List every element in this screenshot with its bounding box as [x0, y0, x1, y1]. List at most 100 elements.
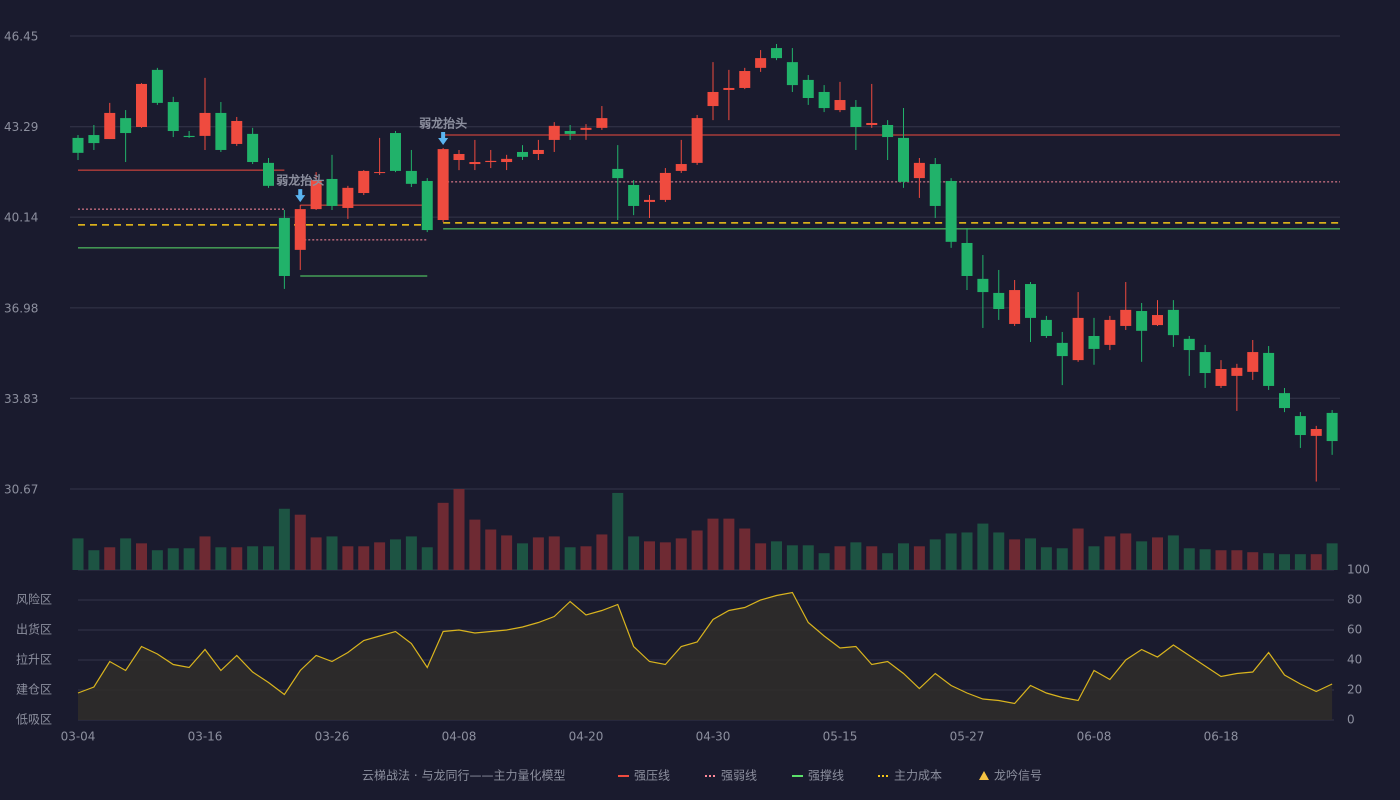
volume-bar [1025, 538, 1036, 570]
volume-bar [231, 547, 243, 570]
volume-bar [517, 543, 528, 570]
candle-body [183, 135, 195, 138]
candle-body [342, 187, 354, 208]
legend-title: 云梯战法 · 与龙同行——主力量化模型 [362, 769, 565, 783]
volume-bar [247, 546, 259, 570]
volume-bar [993, 532, 1005, 570]
x-tick-label: 04-30 [696, 730, 731, 744]
indicator-tick-label: 40 [1347, 653, 1362, 667]
candle-body [866, 122, 878, 125]
volume-bar [786, 545, 798, 570]
candle-body [961, 242, 973, 276]
candle-body [771, 48, 782, 59]
legend-label: 主力成本 [894, 769, 942, 783]
volume-bar [1120, 533, 1132, 570]
x-tick-label: 05-27 [950, 730, 985, 744]
legend-label: 强撑线 [808, 768, 844, 783]
legend-marker [979, 771, 989, 780]
indicator-area [78, 592, 1333, 720]
volume-bar [834, 546, 846, 570]
volume-bar [628, 536, 640, 570]
volume-bar [1104, 536, 1116, 570]
y-tick-label: 43.29 [4, 120, 38, 134]
candle-body [358, 170, 370, 194]
candle-body [1088, 335, 1100, 349]
volume-bar [1263, 553, 1275, 570]
candle-body [596, 118, 608, 128]
candle-body [580, 127, 592, 130]
candle-body [723, 87, 735, 90]
candle-body [1104, 319, 1116, 345]
candle-body [278, 218, 290, 276]
volume-bar [358, 546, 370, 570]
volume-bar [691, 530, 703, 570]
volume-bar [1167, 535, 1179, 570]
volume-bar [961, 532, 973, 570]
candle-body [929, 164, 941, 206]
candle-body [707, 91, 719, 107]
candle-body [945, 180, 957, 242]
candle-body [1056, 342, 1068, 357]
candle-body [913, 162, 925, 179]
candle-body [612, 168, 624, 179]
volume-bar [1294, 554, 1306, 570]
zone-label: 建仓区 [16, 683, 52, 697]
volume-bar [548, 536, 560, 570]
volume-bar [707, 518, 719, 570]
candle-body [437, 149, 449, 221]
x-tick-label: 03-04 [61, 730, 96, 744]
volume-bar [771, 541, 782, 570]
candle-body [802, 79, 814, 99]
zone-label: 低吸区 [16, 713, 52, 727]
x-tick-label: 04-08 [442, 730, 477, 744]
volume-bar [1215, 550, 1227, 570]
indicator-tick-label: 80 [1347, 593, 1362, 607]
candle-body [691, 118, 703, 163]
candle-body [120, 118, 132, 134]
zone-label: 风险区 [16, 592, 52, 607]
volume-bar [1072, 528, 1084, 570]
indicator-tick-label: 100 [1347, 563, 1370, 577]
x-tick-label: 03-26 [315, 730, 350, 744]
candle-body [1072, 317, 1084, 361]
zone-label: 拉升区 [16, 652, 52, 667]
candle-body [834, 100, 846, 111]
candle-body [532, 149, 544, 154]
volume-bar [1231, 550, 1243, 570]
candle-body [1247, 352, 1259, 372]
y-tick-label: 46.45 [4, 30, 38, 44]
volume-bar [215, 547, 227, 570]
volume-bar [898, 543, 909, 570]
volume-bar [755, 543, 767, 570]
candle-body [151, 69, 163, 103]
volume-bar [882, 553, 894, 570]
candle-body [1040, 319, 1052, 336]
volume-bar [929, 539, 941, 570]
indicator-line [77, 591, 1333, 705]
volume-bar [405, 536, 417, 570]
volume-bar [739, 528, 751, 570]
volume-bar [802, 545, 814, 570]
volume-bar [1247, 552, 1259, 570]
volume-bar [1136, 541, 1148, 570]
candle-body [326, 178, 338, 206]
volume-bar [469, 519, 481, 570]
candle-body [564, 131, 576, 134]
candle-body [453, 153, 465, 161]
volume-bar [1326, 543, 1338, 570]
volume-bar [612, 492, 624, 570]
volume-bar [1009, 539, 1021, 570]
volume-bar [136, 543, 147, 570]
candle-body [390, 133, 401, 171]
candle-body [1231, 367, 1243, 376]
volume-bar [1279, 554, 1290, 570]
candle-body [1152, 315, 1163, 326]
candle-body [1294, 416, 1306, 436]
candle-body [1183, 338, 1195, 351]
volume-bar [294, 514, 306, 570]
candle-body [1199, 352, 1211, 374]
y-tick-label: 30.67 [4, 483, 38, 497]
candle-body [755, 58, 767, 68]
annotation-text: 弱龙抬头 [276, 173, 324, 188]
